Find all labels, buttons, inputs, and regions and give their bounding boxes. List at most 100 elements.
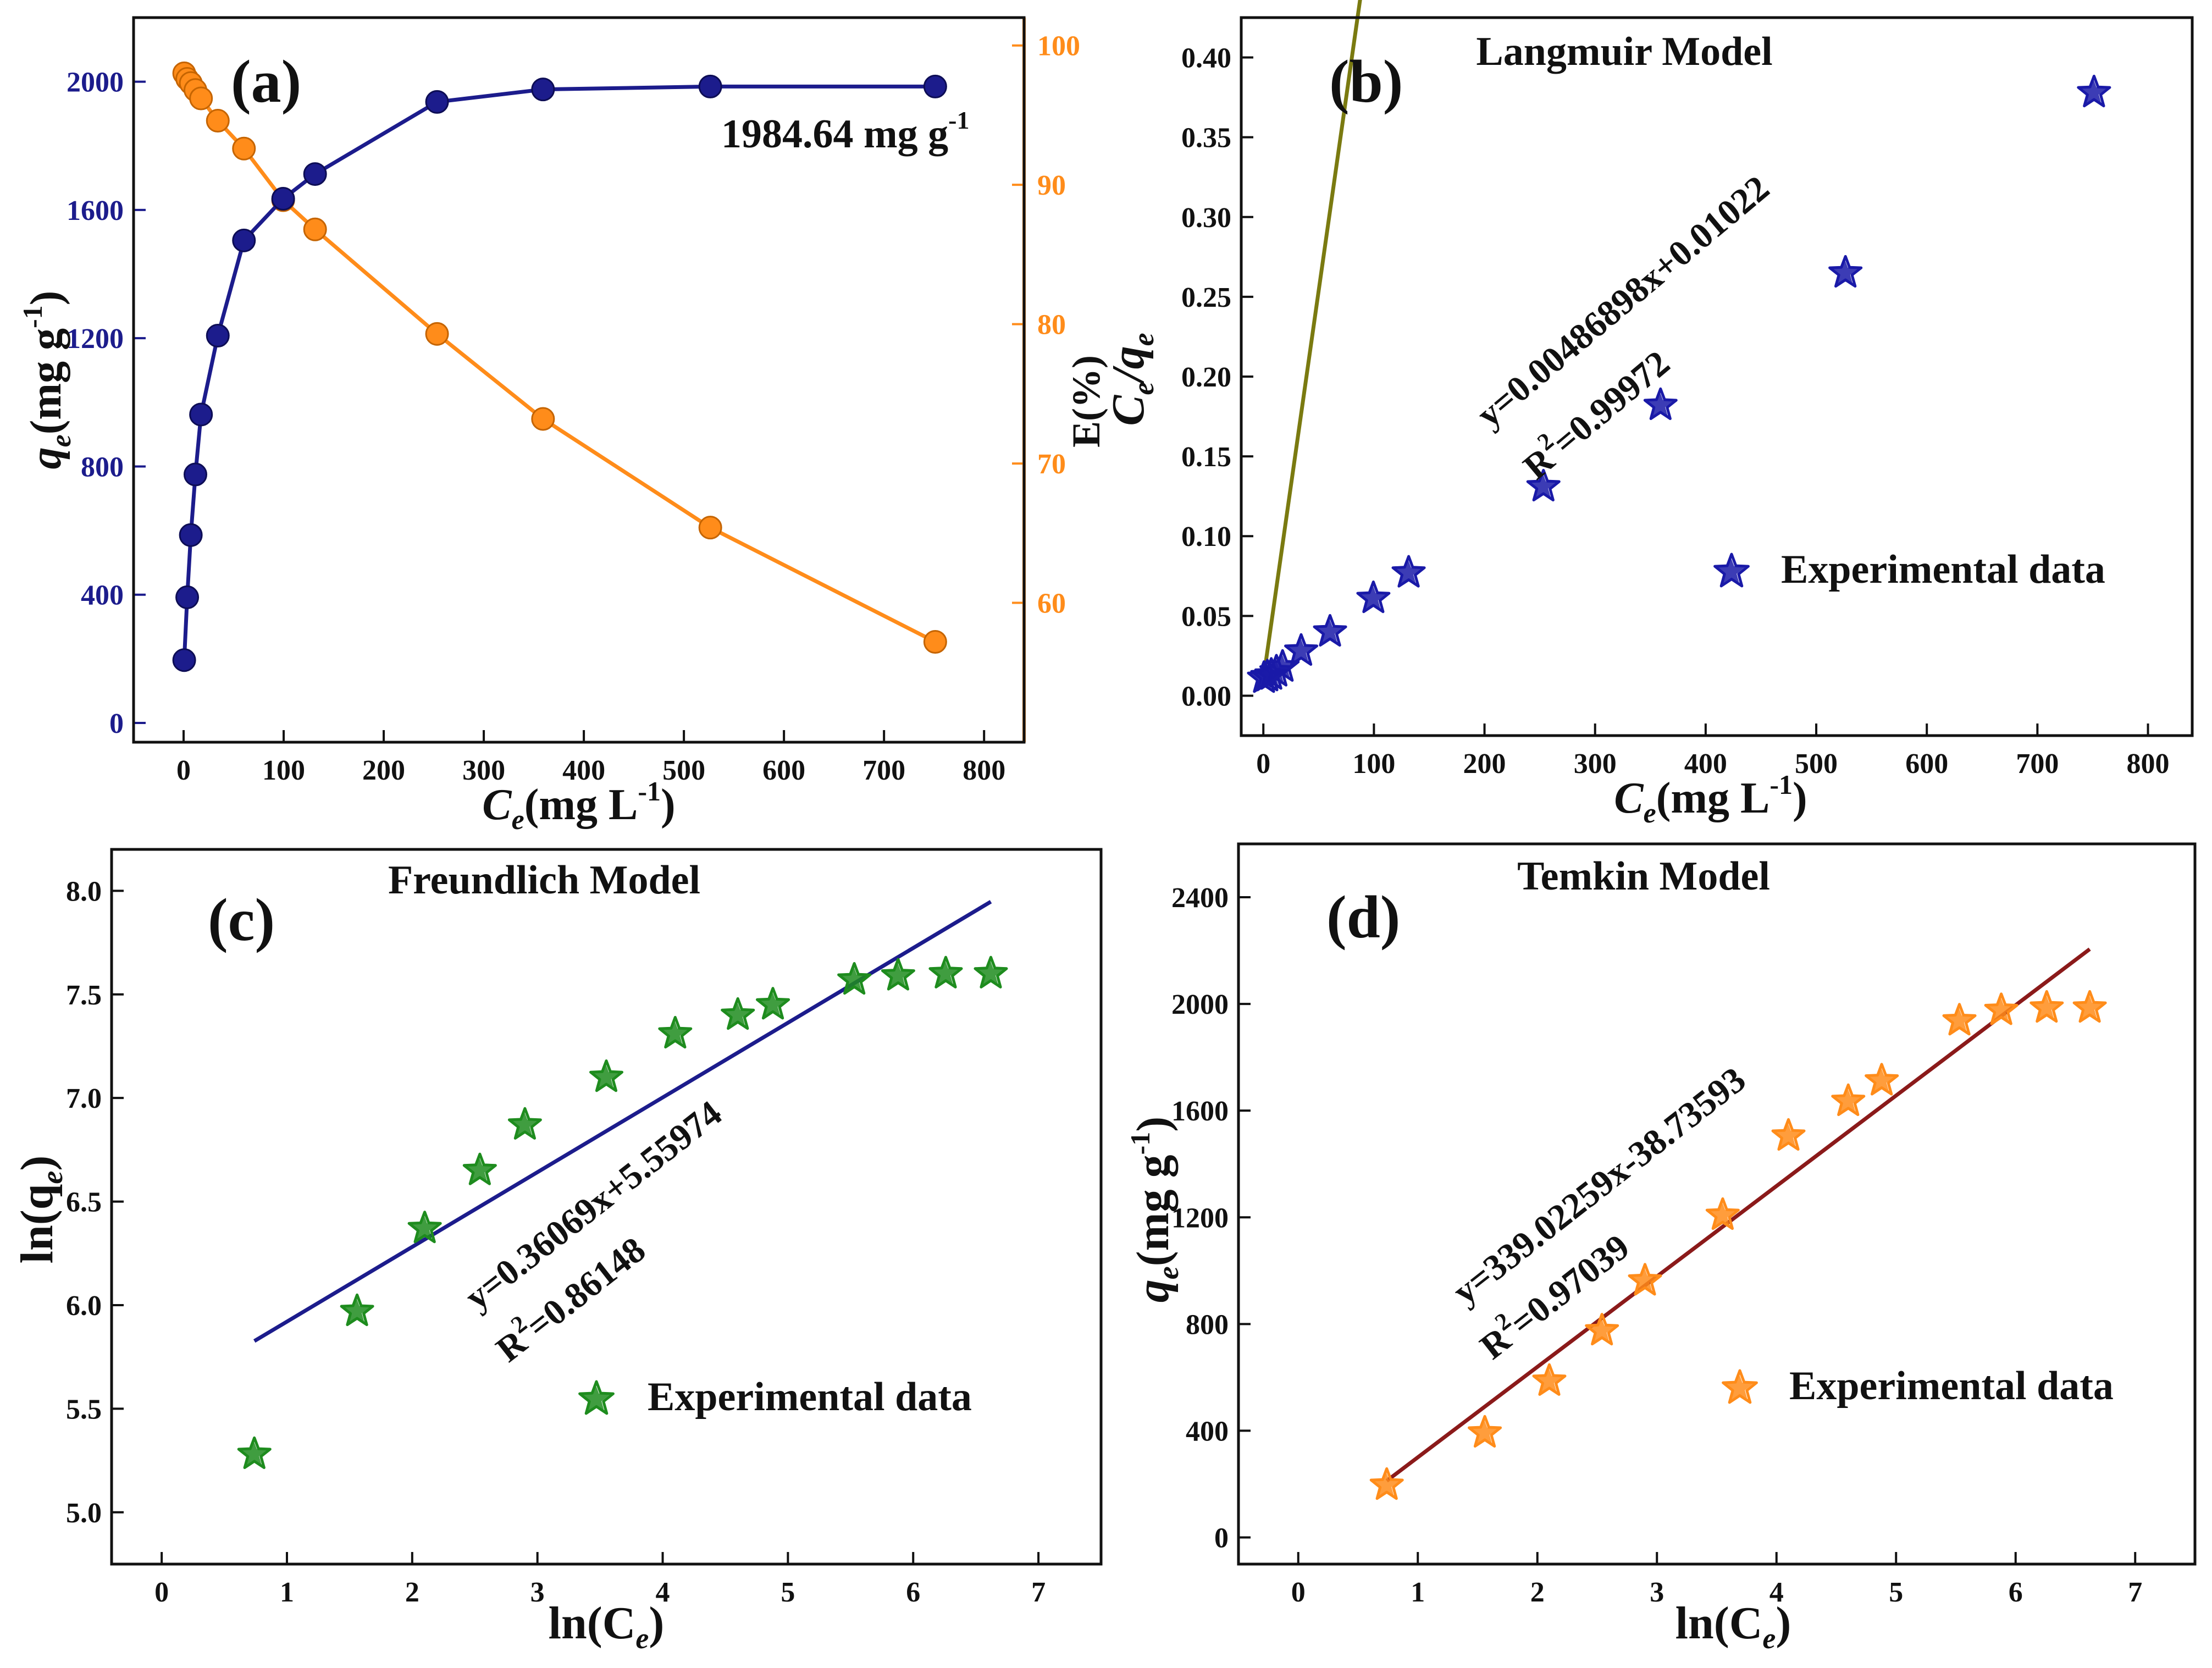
- panel-a-frame: [132, 16, 1026, 744]
- x-tick-label: 400: [1684, 748, 1727, 780]
- capacity-line: [182, 84, 936, 660]
- y-tick-label: 0.40: [1181, 43, 1231, 74]
- data-point-star-fill: [757, 990, 786, 1017]
- panel-b: 0 100 200 300 400 500 600 700 800 0.00 0.05 0.10 0.1…: [1103, 0, 2194, 829]
- x-tick-label: 7: [2128, 1577, 2142, 1608]
- efficiency-point: [303, 217, 327, 241]
- x-tick-label: 800: [963, 755, 1005, 786]
- data-point-star-fill: [1772, 1120, 1802, 1148]
- data-point-star-fill: [1533, 1366, 1563, 1394]
- data-point-star-fill: [1314, 616, 1343, 644]
- x-tick-label: 400: [562, 755, 605, 786]
- data-point-star-fill: [930, 958, 959, 986]
- capacity-point: [698, 74, 722, 98]
- efficiency-point: [206, 109, 230, 133]
- panel-b-label: (b): [1329, 48, 1403, 115]
- y-tick-label: 0.35: [1181, 123, 1231, 154]
- x-tick-label: 4: [656, 1577, 670, 1608]
- panel-d-points: [1369, 990, 2107, 1500]
- y-tick-label: 0.20: [1181, 362, 1231, 393]
- panel-c-xlabel: ln(Ce): [549, 1598, 665, 1655]
- efficiency-line: [183, 72, 936, 644]
- legend-star-fill: [1715, 555, 1746, 585]
- y-tick-label: 1200: [1171, 1202, 1229, 1234]
- efficiency-point: [923, 630, 947, 654]
- panel-c-label: (c): [208, 886, 275, 953]
- data-point-star-fill: [2031, 992, 2060, 1020]
- panel-c-title: Freundlich Model: [388, 858, 700, 903]
- x-tick-label: 200: [362, 755, 405, 786]
- panel-c-points: [237, 955, 1008, 1470]
- data-point-star-fill: [1832, 1086, 1862, 1114]
- data-point-star-fill: [1528, 471, 1557, 499]
- efficiency-point: [425, 322, 449, 346]
- y-tick-label: 0.10: [1181, 521, 1231, 553]
- panel-a-ticks: 0 100 200 300 400 500 600 700 800 0 400 800 1200 1600…: [67, 18, 1080, 786]
- y2-tick-label: 100: [1037, 31, 1080, 62]
- y-tick-label: 1600: [67, 195, 124, 227]
- data-point-star-fill: [1707, 1200, 1736, 1228]
- data-point-star-fill: [722, 999, 751, 1028]
- data-point-star-fill: [975, 958, 1004, 986]
- x-tick-label: 700: [2016, 748, 2059, 780]
- data-point-star-fill: [1469, 1417, 1498, 1445]
- capacity-point: [172, 648, 196, 672]
- x-tick-label: 4: [1769, 1577, 1784, 1608]
- data-point-star-fill: [1267, 651, 1296, 680]
- efficiency-point: [531, 407, 555, 431]
- x-tick-label: 300: [1574, 748, 1617, 780]
- panel-c-frame: [110, 848, 1103, 1566]
- panel-b-ticks: 0 100 200 300 400 500 600 700 800 0.00 0.05 0.10 0.1…: [1181, 43, 2170, 780]
- x-tick-label: 0: [176, 755, 191, 786]
- panel-a-ylabel: qe(mg g-1): [17, 291, 77, 470]
- capacity-point: [425, 90, 449, 114]
- y-tick-label: 0.25: [1181, 282, 1231, 313]
- y-tick-label: 800: [1186, 1309, 1229, 1340]
- data-point-star-fill: [1829, 257, 1859, 285]
- x-tick-label: 5: [781, 1577, 795, 1608]
- y-tick-label: 400: [81, 580, 124, 611]
- capacity-point: [923, 74, 947, 98]
- data-point-star-fill: [1866, 1065, 1895, 1093]
- y-tick-label: 2400: [1171, 882, 1229, 914]
- data-point-star-fill: [882, 960, 911, 988]
- panel-b-title: Langmuir Model: [1476, 29, 1772, 74]
- data-point-star-fill: [239, 1439, 268, 1467]
- y-tick-label: 6.5: [66, 1187, 102, 1218]
- y-tick-label: 1200: [67, 323, 124, 355]
- panel-d-ylabel: qe(mg g-1): [1125, 1117, 1185, 1303]
- x-tick-label: 700: [862, 755, 905, 786]
- x-tick-label: 2: [405, 1577, 419, 1608]
- x-tick-label: 6: [2009, 1577, 2023, 1608]
- panel-b-xlabel: Ce(mg L-1): [1614, 769, 1807, 829]
- x-tick-label: 7: [1031, 1577, 1046, 1608]
- data-point-star-fill: [341, 1296, 370, 1324]
- legend-star-fill: [579, 1383, 611, 1412]
- data-point-star-fill: [1285, 636, 1314, 664]
- capacity-point: [206, 324, 230, 348]
- data-point-star-fill: [590, 1062, 620, 1090]
- y-tick-label: 2000: [1171, 989, 1229, 1020]
- capacity-point: [183, 462, 207, 487]
- x-tick-label: 0: [1291, 1577, 1306, 1608]
- data-point-star-fill: [1986, 995, 2015, 1023]
- capacity-point: [232, 228, 256, 252]
- data-point-star-fill: [838, 964, 867, 992]
- y-tick-label: 7.5: [66, 980, 102, 1011]
- panel-b-frame: [1240, 16, 2194, 737]
- data-point-star-fill: [1392, 557, 1422, 586]
- data-point-star-fill: [2078, 77, 2108, 105]
- y-tick-label: 8.0: [66, 876, 102, 907]
- panel-b-ylabel: Ce/qe: [1103, 333, 1160, 426]
- x-tick-label: 2: [1530, 1577, 1545, 1608]
- panel-d-title: Temkin Model: [1517, 854, 1770, 899]
- data-point-star-fill: [1629, 1266, 1658, 1294]
- data-point-star-fill: [1943, 1006, 1973, 1033]
- x-tick-label: 5: [1889, 1577, 1903, 1608]
- y-tick-label: 0.30: [1181, 202, 1231, 234]
- x-tick-label: 800: [2127, 748, 2170, 780]
- data-point-star-fill: [409, 1213, 438, 1241]
- y-tick-label: 800: [81, 451, 124, 483]
- panel-a-capacity-series: [172, 74, 947, 672]
- y-tick-label: 6.0: [66, 1290, 102, 1322]
